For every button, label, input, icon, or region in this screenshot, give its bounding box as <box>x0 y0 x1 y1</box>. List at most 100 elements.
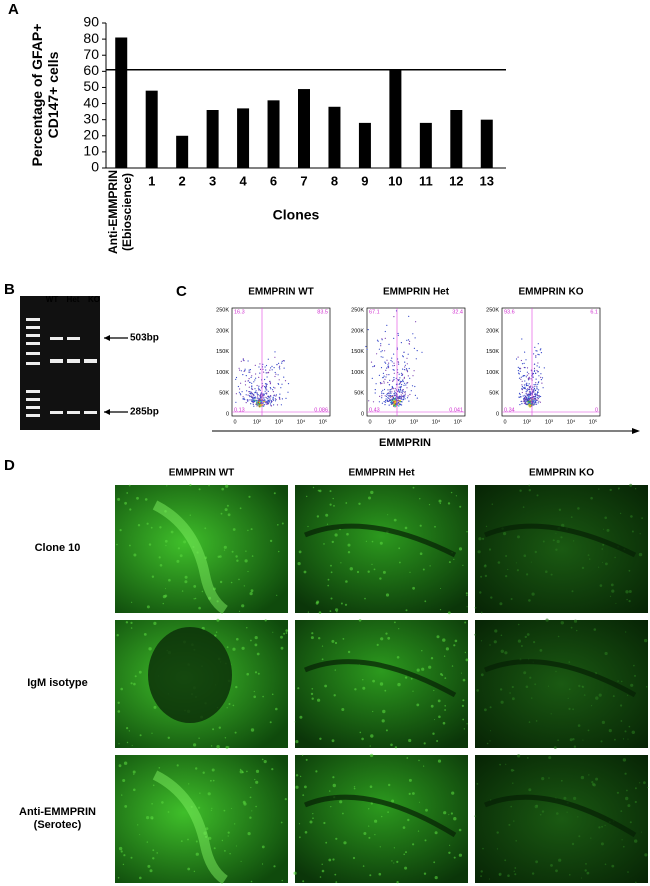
event-dot <box>525 359 527 361</box>
event-dot <box>407 339 410 341</box>
event-dot <box>536 397 538 399</box>
tissue-speck <box>374 834 376 836</box>
tissue-speck <box>550 573 553 576</box>
tissue-speck <box>332 497 334 500</box>
plot-title: EMMPRIN KO <box>519 287 584 298</box>
x-tick-label: 12 <box>449 173 463 188</box>
event-dot <box>534 369 536 371</box>
event-dot <box>279 397 281 399</box>
tissue-speck <box>223 545 227 549</box>
tissue-speck <box>227 835 229 837</box>
event-dot <box>386 324 388 326</box>
y-tick-label: 200K <box>486 328 499 334</box>
tissue-speck <box>152 784 155 787</box>
event-dot <box>537 395 540 397</box>
tissue-speck <box>261 758 264 761</box>
tissue-speck <box>130 621 133 625</box>
quadrant-value: 0.086 <box>314 407 328 413</box>
event-dot <box>282 360 284 362</box>
tissue-speck <box>250 589 254 593</box>
tissue-speck <box>625 590 629 594</box>
tissue-speck <box>380 637 384 641</box>
tissue-speck <box>321 658 324 661</box>
event-dot <box>536 399 539 401</box>
event-dot <box>395 404 397 406</box>
event-dot <box>268 401 270 403</box>
tissue-speck <box>353 786 356 788</box>
event-dot <box>394 400 396 402</box>
tissue-speck <box>539 813 542 816</box>
tissue-speck <box>225 484 229 488</box>
y-tick-label: 250K <box>486 307 499 313</box>
event-dot <box>522 387 524 389</box>
event-dot <box>251 386 253 388</box>
bar <box>237 108 250 168</box>
event-dot <box>528 399 530 401</box>
event-dot <box>403 376 405 378</box>
tissue-speck <box>524 635 527 639</box>
tissue-speck <box>614 738 616 741</box>
tissue-speck <box>545 618 549 622</box>
tissue-speck <box>329 503 332 506</box>
tissue-speck <box>235 685 238 689</box>
tissue-speck <box>342 638 345 640</box>
event-dot <box>258 366 260 368</box>
event-dot <box>520 359 523 362</box>
event-dot <box>522 395 524 397</box>
event-dot <box>542 387 544 389</box>
tissue-speck <box>533 641 536 644</box>
tissue-speck <box>216 618 220 622</box>
tissue-speck <box>497 561 501 564</box>
event-dot <box>527 388 529 390</box>
tissue-speck <box>641 831 643 833</box>
tissue-speck <box>517 535 520 539</box>
tissue-speck <box>626 598 628 601</box>
tissue-speck <box>335 837 338 840</box>
event-dot <box>258 405 260 407</box>
event-dot <box>269 381 271 383</box>
tissue-speck <box>304 785 307 789</box>
event-dot <box>258 376 260 378</box>
tissue-speck <box>448 814 450 816</box>
tissue-speck <box>493 640 497 644</box>
tissue-speck <box>563 796 567 800</box>
tissue-speck <box>576 629 578 632</box>
tissue-speck <box>340 562 342 564</box>
tissue-speck <box>262 695 264 698</box>
event-dot <box>259 363 261 365</box>
event-dot <box>538 354 540 356</box>
tissue-speck <box>133 682 136 686</box>
tissue-structure <box>304 794 457 838</box>
event-dot <box>391 402 393 404</box>
event-dot <box>534 392 536 394</box>
x-tick-label: Anti-EMMPRIN (Ebioscience) <box>106 170 135 254</box>
event-dot <box>393 362 395 364</box>
tissue-speck <box>330 564 332 567</box>
event-dot <box>275 373 277 375</box>
tissue-speck <box>241 646 245 650</box>
event-dot <box>534 346 536 348</box>
tissue-speck <box>447 502 451 505</box>
tissue-speck <box>369 785 373 788</box>
tissue-speck <box>561 523 565 528</box>
y-tick-label: 0 <box>91 159 99 175</box>
y-tick-label: 90 <box>83 14 99 30</box>
tissue-speck <box>325 513 329 517</box>
tissue-speck <box>523 671 527 675</box>
y-tick-label: 150K <box>351 349 364 355</box>
tissue-speck <box>297 562 301 566</box>
y-tick-label: 0 <box>226 411 229 417</box>
tissue-speck <box>264 619 267 622</box>
event-dot <box>254 388 256 390</box>
tissue-speck <box>529 676 532 679</box>
tissue-speck <box>379 541 383 545</box>
tissue-speck <box>372 679 375 683</box>
event-dot <box>521 391 523 394</box>
event-dot <box>526 403 528 406</box>
tissue-speck <box>587 554 590 556</box>
tissue-speck <box>530 561 532 563</box>
tissue-speck <box>250 880 253 883</box>
tissue-speck <box>593 628 597 631</box>
tissue-speck <box>311 688 314 690</box>
tissue-speck <box>480 673 484 677</box>
